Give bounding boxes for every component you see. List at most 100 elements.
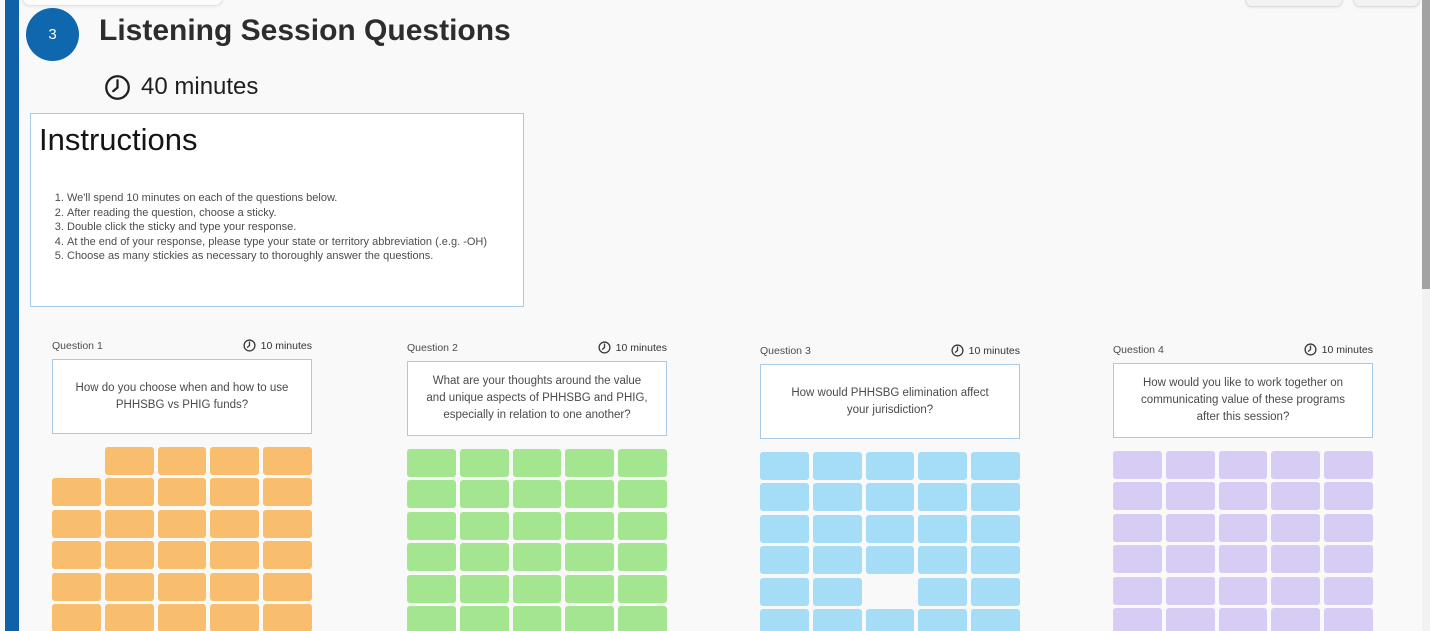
sticky-note[interactable] <box>1324 545 1373 574</box>
sticky-note[interactable] <box>104 572 154 601</box>
sticky-note[interactable] <box>760 608 809 631</box>
sticky-note[interactable] <box>459 543 509 572</box>
sticky-note[interactable] <box>52 541 101 570</box>
sticky-note[interactable] <box>157 572 207 601</box>
sticky-note[interactable] <box>1271 513 1321 542</box>
question-text-box[interactable]: What are your thoughts around the value … <box>407 361 667 436</box>
sticky-note[interactable] <box>1113 482 1162 511</box>
sticky-note[interactable] <box>760 514 809 543</box>
sticky-note[interactable] <box>263 509 312 538</box>
sticky-note[interactable] <box>1165 451 1215 479</box>
sticky-note[interactable] <box>971 514 1020 543</box>
scrollbar-thumb[interactable] <box>1422 0 1430 289</box>
sticky-note[interactable] <box>52 572 101 601</box>
sticky-note[interactable] <box>760 577 809 606</box>
sticky-note[interactable] <box>812 514 862 543</box>
sticky-note[interactable] <box>812 452 862 480</box>
sticky-note[interactable] <box>512 605 562 631</box>
sticky-note[interactable] <box>1271 451 1321 479</box>
sticky-note[interactable] <box>865 608 915 631</box>
sticky-note[interactable] <box>210 572 260 601</box>
sticky-note[interactable] <box>263 447 312 475</box>
sticky-note[interactable] <box>1324 576 1373 605</box>
sticky-note[interactable] <box>210 541 260 570</box>
sticky-note[interactable] <box>52 509 101 538</box>
sticky-note[interactable] <box>104 603 154 631</box>
sticky-note[interactable] <box>157 541 207 570</box>
sticky-note[interactable] <box>565 511 615 540</box>
instructions-box[interactable]: Instructions We'll spend 10 minutes on e… <box>30 113 524 307</box>
sticky-note[interactable] <box>407 574 456 603</box>
sticky-note[interactable] <box>918 483 968 512</box>
toolbar-button-partial[interactable] <box>1245 0 1343 7</box>
sticky-note[interactable] <box>210 447 260 475</box>
sticky-note[interactable] <box>459 449 509 477</box>
sticky-note[interactable] <box>157 509 207 538</box>
sticky-note[interactable] <box>512 543 562 572</box>
sticky-note[interactable] <box>459 511 509 540</box>
sticky-note[interactable] <box>918 452 968 480</box>
sticky-note[interactable] <box>1218 576 1268 605</box>
sticky-note[interactable] <box>618 605 667 631</box>
sticky-note[interactable] <box>104 478 154 507</box>
sticky-note[interactable] <box>865 546 915 575</box>
sticky-note[interactable] <box>157 447 207 475</box>
sticky-note[interactable] <box>918 546 968 575</box>
sticky-note[interactable] <box>565 605 615 631</box>
sticky-note[interactable] <box>512 449 562 477</box>
section-number-badge[interactable]: 3 <box>26 8 79 61</box>
sticky-note[interactable] <box>618 449 667 477</box>
sticky-note[interactable] <box>512 480 562 509</box>
sticky-note[interactable] <box>1271 545 1321 574</box>
sticky-note[interactable] <box>565 574 615 603</box>
sticky-note[interactable] <box>865 452 915 480</box>
sticky-note[interactable] <box>407 543 456 572</box>
sticky-note[interactable] <box>918 514 968 543</box>
sticky-note[interactable] <box>407 511 456 540</box>
sticky-note[interactable] <box>459 574 509 603</box>
sticky-note[interactable] <box>1113 545 1162 574</box>
sticky-note[interactable] <box>1324 451 1373 479</box>
sticky-note[interactable] <box>263 478 312 507</box>
sticky-note[interactable] <box>760 452 809 480</box>
sticky-note[interactable] <box>971 483 1020 512</box>
sticky-note[interactable] <box>104 509 154 538</box>
sticky-note[interactable] <box>52 603 101 631</box>
sticky-note[interactable] <box>865 514 915 543</box>
sticky-note[interactable] <box>104 447 154 475</box>
question-text-box[interactable]: How would you like to work together on c… <box>1113 363 1373 438</box>
sticky-note[interactable] <box>618 511 667 540</box>
sticky-note[interactable] <box>263 603 312 631</box>
sticky-note[interactable] <box>1165 607 1215 631</box>
scrollbar-track[interactable] <box>1422 0 1430 631</box>
sticky-note[interactable] <box>1324 513 1373 542</box>
sticky-note[interactable] <box>618 574 667 603</box>
sticky-note[interactable] <box>565 543 615 572</box>
sticky-note[interactable] <box>812 546 862 575</box>
sticky-note[interactable] <box>1165 482 1215 511</box>
sticky-note[interactable] <box>918 608 968 631</box>
sticky-note[interactable] <box>971 546 1020 575</box>
sticky-note[interactable] <box>971 577 1020 606</box>
sticky-note[interactable] <box>263 572 312 601</box>
sticky-note[interactable] <box>1218 607 1268 631</box>
sticky-note[interactable] <box>812 577 862 606</box>
sticky-note[interactable] <box>1324 482 1373 511</box>
sticky-note[interactable] <box>512 574 562 603</box>
sticky-note[interactable] <box>812 608 862 631</box>
sticky-note[interactable] <box>1218 451 1268 479</box>
sticky-note[interactable] <box>1113 576 1162 605</box>
sticky-note[interactable] <box>618 480 667 509</box>
sticky-note[interactable] <box>1271 482 1321 511</box>
sticky-note[interactable] <box>1165 576 1215 605</box>
sticky-note[interactable] <box>812 483 862 512</box>
sticky-note[interactable] <box>407 605 456 631</box>
sticky-note[interactable] <box>407 480 456 509</box>
sticky-note[interactable] <box>407 449 456 477</box>
sticky-note[interactable] <box>618 543 667 572</box>
sticky-note[interactable] <box>1218 513 1268 542</box>
sticky-note[interactable] <box>760 483 809 512</box>
toolbar-button-partial[interactable] <box>1353 0 1420 7</box>
sticky-note[interactable] <box>1324 607 1373 631</box>
sticky-note[interactable] <box>157 603 207 631</box>
